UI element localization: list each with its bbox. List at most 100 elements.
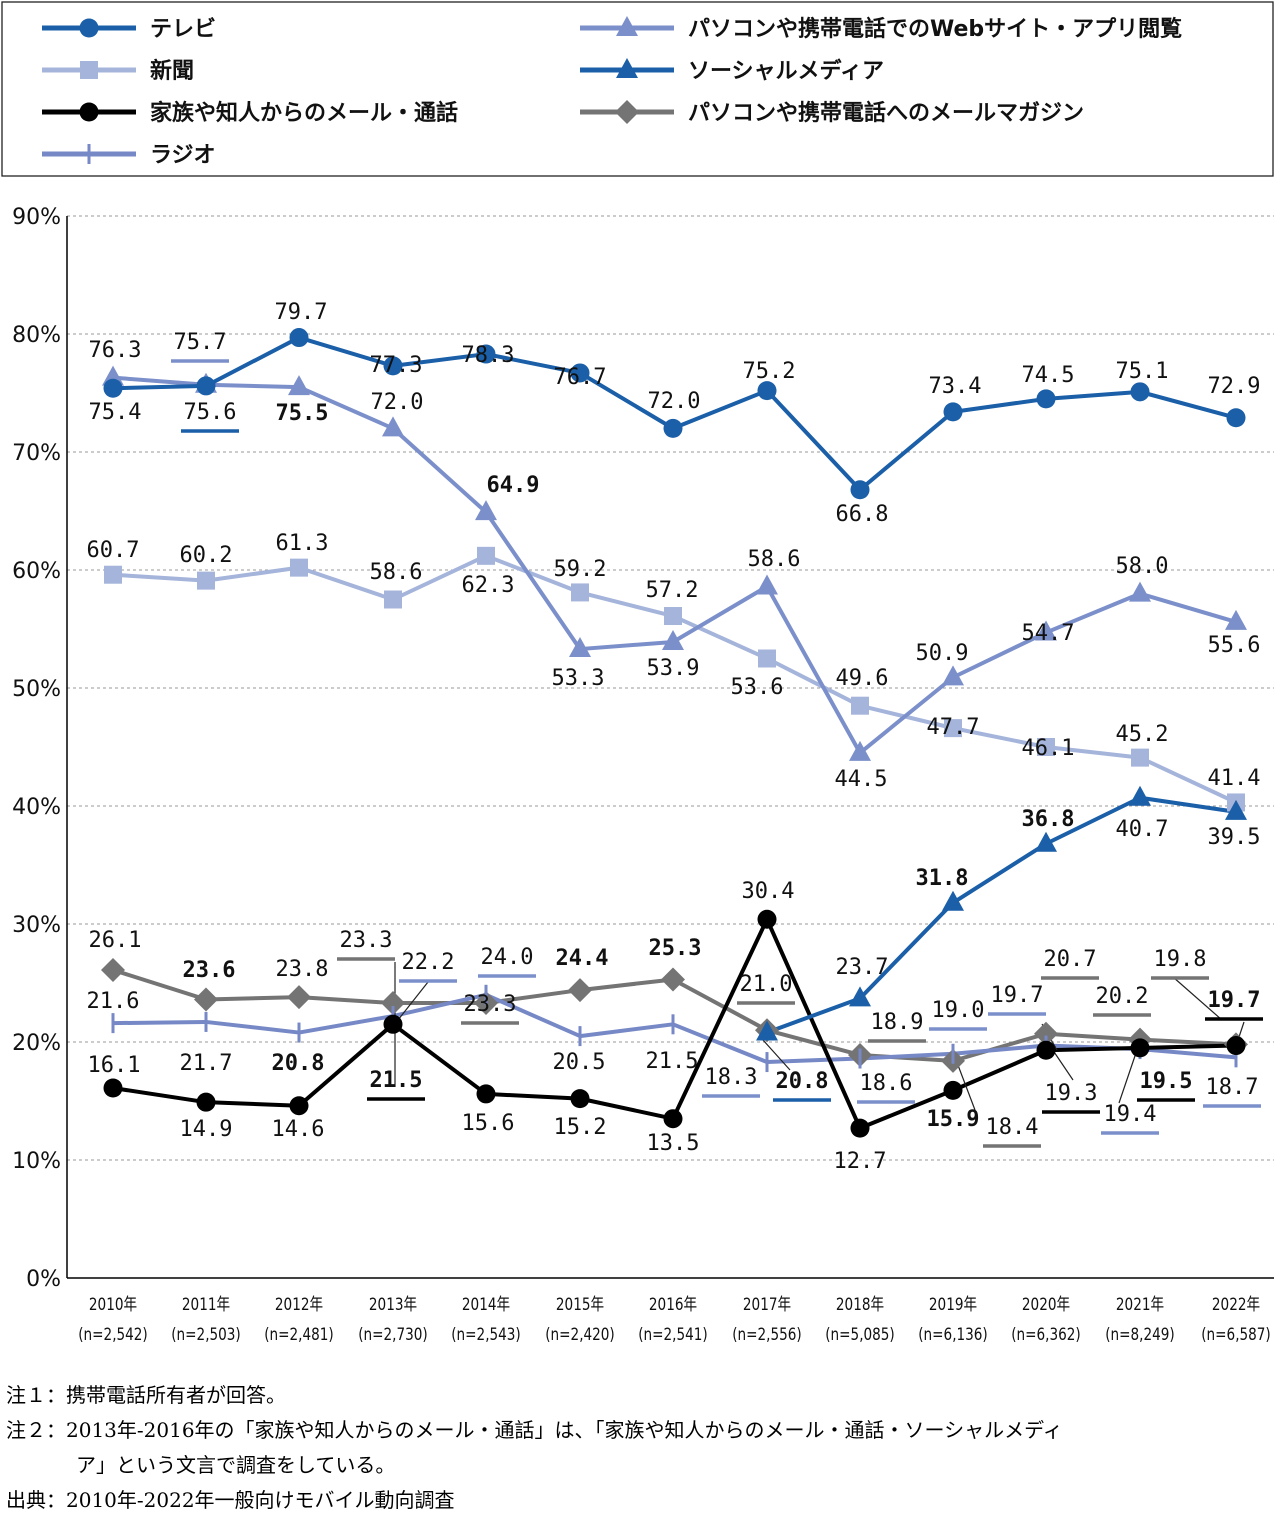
data-label: 60.7: [87, 538, 140, 563]
data-label: 21.6: [87, 989, 140, 1014]
marker-triangle: [942, 665, 964, 686]
marker-circle: [476, 1084, 496, 1104]
marker-circle: [663, 1109, 683, 1129]
legend-label: 家族や知人からのメール・通話: [150, 100, 458, 126]
marker-diamond: [287, 985, 311, 1010]
leader-line: [762, 1039, 791, 1071]
series-lines: [112, 335, 1237, 1131]
data-label: 59.2: [554, 557, 607, 582]
legend-label: パソコンや携帯電話へのメールマガジン: [688, 100, 1084, 126]
data-label: 31.8: [916, 866, 969, 891]
data-label: 16.1: [88, 1053, 141, 1078]
data-label: 36.8: [1022, 807, 1075, 832]
data-label: 64.9: [487, 473, 540, 498]
data-label: 75.6: [184, 400, 237, 425]
data-label: 54.7: [1022, 621, 1075, 646]
data-label: 53.3: [552, 666, 605, 691]
data-label: 30.4: [742, 879, 795, 904]
data-label: 58.6: [748, 547, 801, 572]
data-label: 24.4: [556, 946, 609, 971]
marker-square: [290, 558, 308, 577]
x-tick-label: 2016年: [649, 1295, 697, 1315]
marker-circle: [570, 363, 590, 383]
data-label: 75.5: [276, 401, 329, 426]
marker-triangle: [849, 740, 871, 761]
data-label: 47.7: [927, 715, 980, 740]
data-label: 50.9: [916, 641, 969, 666]
data-label: 19.4: [1104, 1102, 1157, 1127]
marker-circle: [289, 328, 309, 348]
legend-label: 新聞: [150, 58, 194, 84]
data-label: 25.3: [649, 936, 702, 961]
data-label: 15.9: [927, 1107, 980, 1132]
x-tick-sublabel: (n=2,730): [358, 1325, 427, 1345]
data-label: 15.6: [462, 1111, 515, 1136]
data-label: 58.6: [370, 560, 423, 585]
marker-circle: [196, 1092, 216, 1112]
marker-triangle: [475, 500, 497, 521]
marker-triangle: [288, 375, 310, 396]
marker-circle: [383, 356, 403, 376]
data-label: 44.5: [835, 767, 888, 792]
note-1: 注１：携帯電話所有者が回答。: [6, 1383, 286, 1407]
x-tick-label: 2018年: [836, 1295, 884, 1315]
data-label: 58.0: [1116, 554, 1169, 579]
y-tick-label: 30%: [12, 913, 61, 938]
data-label: 57.2: [646, 578, 699, 603]
data-label: 55.6: [1208, 633, 1261, 658]
leader-lines: [394, 962, 1245, 1111]
data-label: 21.5: [646, 1049, 699, 1074]
y-tick-label: 0%: [26, 1267, 61, 1292]
data-label: 79.7: [275, 300, 328, 325]
data-labels: 75.4 75.6 79.7 77.3 78.3 76.7 72.0 75.2 66.8 73.4…: [87, 300, 1263, 1174]
data-label: 21.0: [740, 972, 793, 997]
marker-triangle: [756, 1020, 778, 1041]
y-tick-label: 60%: [12, 559, 61, 584]
marker-square: [1037, 738, 1055, 756]
marker-circle: [943, 1080, 963, 1100]
marker-circle: [79, 102, 99, 122]
marker-circle: [570, 1089, 590, 1109]
marker-square: [944, 719, 962, 738]
data-label: 18.3: [705, 1065, 758, 1090]
x-tick-label: 2021年: [1116, 1295, 1164, 1315]
marker-circle: [289, 1096, 309, 1116]
x-tick-sublabel: (n=5,085): [825, 1325, 894, 1345]
marker-triangle: [1035, 831, 1057, 852]
data-label: 75.4: [89, 400, 142, 425]
marker-diamond: [101, 958, 125, 983]
leader-line: [397, 981, 429, 1021]
x-tick-sublabel: (n=2,420): [545, 1325, 614, 1345]
data-label: 19.0: [932, 998, 985, 1023]
data-label: 53.6: [731, 675, 784, 700]
data-label: 40.7: [1116, 817, 1169, 842]
data-label: 20.7: [1044, 947, 1097, 972]
data-label: 61.3: [276, 531, 329, 556]
x-tick-sublabel: (n=2,481): [264, 1325, 333, 1345]
series-markers: [101, 328, 1248, 1138]
marker-square: [1131, 748, 1149, 767]
y-tick-label: 20%: [12, 1031, 61, 1056]
data-label: 62.3: [462, 573, 515, 598]
data-label: 78.3: [462, 343, 515, 368]
x-tick-label: 2012年: [275, 1295, 323, 1315]
marker-diamond: [661, 967, 685, 992]
marker-square: [197, 571, 215, 590]
data-label: 15.2: [554, 1115, 607, 1140]
footnotes: 注１：携帯電話所有者が回答。 注２：2013年-2016年の「家族や知人からのメ…: [6, 1378, 1274, 1518]
data-label: 77.3: [370, 353, 423, 378]
x-tick-label: 2020年: [1022, 1295, 1070, 1315]
data-label: 41.4: [1208, 766, 1261, 791]
marker-square: [104, 565, 122, 584]
marker-circle: [663, 418, 683, 438]
marker-triangle: [1035, 620, 1057, 641]
marker-circle: [103, 1078, 123, 1098]
data-label: 24.0: [481, 945, 534, 970]
y-tick-label: 90%: [12, 205, 61, 230]
data-label: 19.3: [1045, 1081, 1098, 1106]
marker-circle: [850, 480, 870, 500]
data-label: 22.2: [402, 950, 455, 975]
marker-circle: [79, 18, 99, 38]
marker-square: [571, 583, 589, 602]
